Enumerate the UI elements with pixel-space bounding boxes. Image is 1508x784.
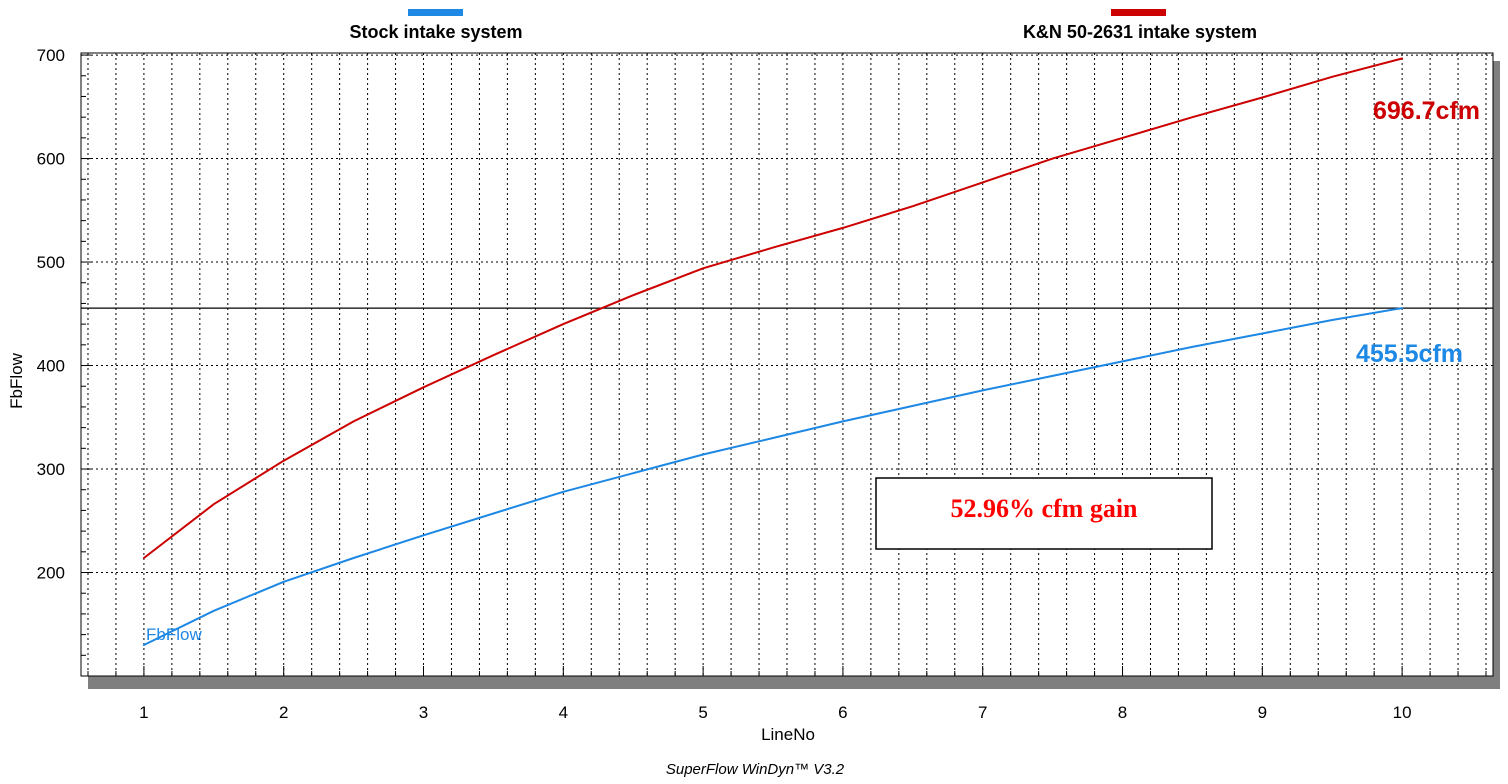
legend-swatch-kn (1111, 9, 1166, 16)
series-layer (142, 57, 1404, 646)
y-tick-label: 200 (37, 564, 65, 583)
y-tick-label: 400 (37, 357, 65, 376)
gain-annotation: 52.96% cfm gain (875, 477, 1213, 550)
legend: Stock intake system K&N 50-2631 intake s… (349, 9, 1257, 42)
series-line-stock (142, 307, 1404, 646)
x-axis-title: LineNo (761, 725, 815, 744)
x-axis-ticks: 1 2 3 4 5 6 7 8 9 10 (87, 666, 1487, 722)
x-tick-label: 3 (419, 703, 428, 722)
x-tick-label: 2 (279, 703, 288, 722)
gain-annotation-text: 52.96% cfm gain (950, 494, 1138, 523)
grid (81, 53, 1493, 676)
x-tick-label: 4 (559, 703, 568, 722)
y-tick-label: 500 (37, 253, 65, 272)
x-tick-label: 9 (1258, 703, 1267, 722)
legend-swatch-stock (408, 9, 463, 16)
y-tick-label: 600 (37, 150, 65, 169)
gain-annotation-box (875, 477, 1213, 550)
x-tick-label: 5 (698, 703, 707, 722)
x-tick-label: 7 (978, 703, 987, 722)
y-axis-ticks: 200 300 400 500 600 700 (37, 46, 91, 656)
series-line-kn (142, 57, 1404, 559)
legend-label-kn: K&N 50-2631 intake system (1023, 22, 1257, 42)
stock-end-value-label: 455.5cfm (1356, 340, 1463, 368)
y-tick-label: 700 (37, 46, 65, 65)
y-tick-label: 300 (37, 460, 65, 479)
kn-end-value-label: 696.7cfm (1373, 97, 1480, 125)
stock-series-tag: FbFlow (146, 625, 202, 644)
legend-label-stock: Stock intake system (349, 22, 522, 42)
y-axis-title: FbFlow (7, 352, 26, 408)
x-tick-label: 8 (1118, 703, 1127, 722)
x-tick-label: 10 (1393, 703, 1412, 722)
software-footer: SuperFlow WinDyn™ V3.2 (666, 761, 845, 778)
x-tick-label: 6 (838, 703, 847, 722)
x-tick-label: 1 (139, 703, 148, 722)
